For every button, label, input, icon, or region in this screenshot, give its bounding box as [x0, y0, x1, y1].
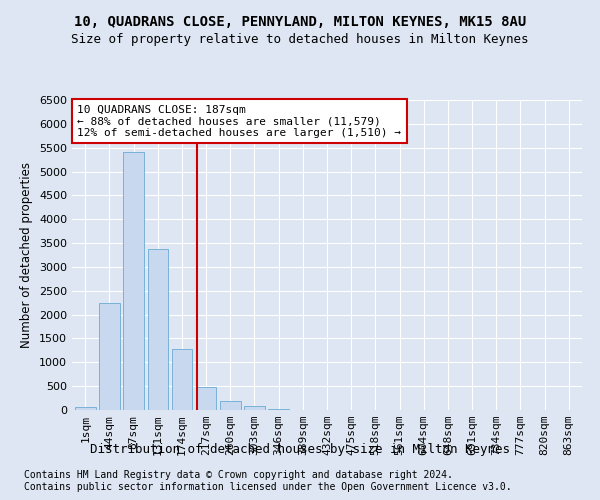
- Bar: [244, 406, 265, 410]
- Bar: [196, 386, 217, 410]
- Bar: [220, 401, 241, 410]
- Bar: [124, 152, 144, 410]
- Bar: [99, 302, 120, 410]
- Bar: [148, 249, 168, 410]
- Text: Distribution of detached houses by size in Milton Keynes: Distribution of detached houses by size …: [90, 442, 510, 456]
- Bar: [172, 349, 192, 410]
- Text: Contains public sector information licensed under the Open Government Licence v3: Contains public sector information licen…: [24, 482, 512, 492]
- Text: Contains HM Land Registry data © Crown copyright and database right 2024.: Contains HM Land Registry data © Crown c…: [24, 470, 453, 480]
- Text: Size of property relative to detached houses in Milton Keynes: Size of property relative to detached ho…: [71, 32, 529, 46]
- Y-axis label: Number of detached properties: Number of detached properties: [20, 162, 34, 348]
- Bar: [268, 408, 289, 410]
- Text: 10, QUADRANS CLOSE, PENNYLAND, MILTON KEYNES, MK15 8AU: 10, QUADRANS CLOSE, PENNYLAND, MILTON KE…: [74, 15, 526, 29]
- Text: 10 QUADRANS CLOSE: 187sqm
← 88% of detached houses are smaller (11,579)
12% of s: 10 QUADRANS CLOSE: 187sqm ← 88% of detac…: [77, 104, 401, 138]
- Bar: [75, 407, 95, 410]
